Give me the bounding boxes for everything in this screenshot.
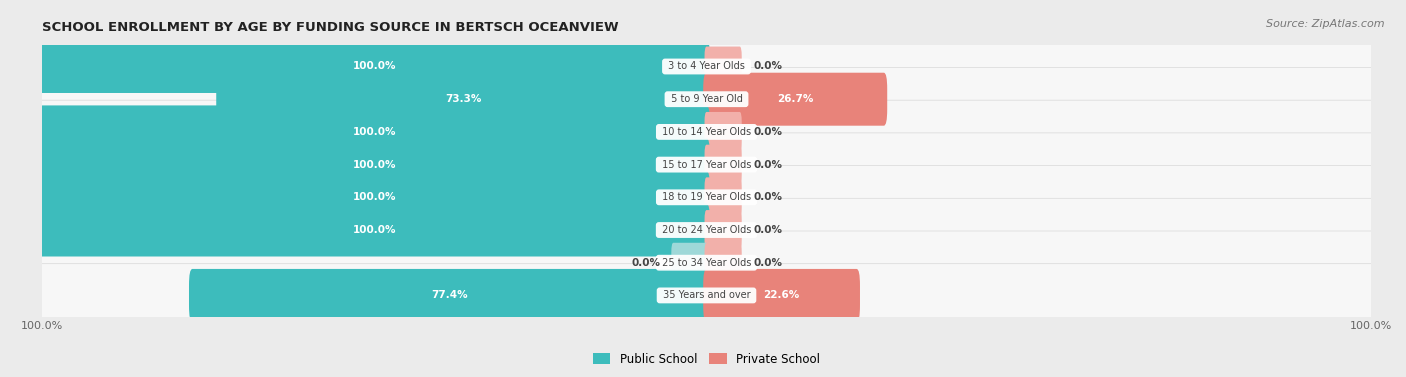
FancyBboxPatch shape xyxy=(39,133,1374,196)
FancyBboxPatch shape xyxy=(39,35,1374,98)
FancyBboxPatch shape xyxy=(39,171,710,224)
Text: 20 to 24 Year Olds: 20 to 24 Year Olds xyxy=(659,225,754,235)
Text: 10 to 14 Year Olds: 10 to 14 Year Olds xyxy=(659,127,754,137)
FancyBboxPatch shape xyxy=(217,73,710,126)
Text: 5 to 9 Year Old: 5 to 9 Year Old xyxy=(668,94,745,104)
FancyBboxPatch shape xyxy=(39,40,710,93)
Text: 26.7%: 26.7% xyxy=(778,94,814,104)
Text: 100.0%: 100.0% xyxy=(353,192,396,202)
FancyBboxPatch shape xyxy=(39,264,1374,327)
Text: 0.0%: 0.0% xyxy=(754,61,782,72)
Legend: Public School, Private School: Public School, Private School xyxy=(588,348,825,371)
Text: Source: ZipAtlas.com: Source: ZipAtlas.com xyxy=(1267,19,1385,29)
Text: 100.0%: 100.0% xyxy=(353,127,396,137)
Text: 18 to 19 Year Olds: 18 to 19 Year Olds xyxy=(659,192,754,202)
FancyBboxPatch shape xyxy=(704,145,742,185)
FancyBboxPatch shape xyxy=(39,204,710,256)
Text: 73.3%: 73.3% xyxy=(444,94,481,104)
FancyBboxPatch shape xyxy=(39,106,710,158)
FancyBboxPatch shape xyxy=(704,112,742,152)
FancyBboxPatch shape xyxy=(39,198,1374,262)
Text: 22.6%: 22.6% xyxy=(763,290,800,300)
FancyBboxPatch shape xyxy=(703,269,860,322)
Text: 35 Years and over: 35 Years and over xyxy=(659,290,754,300)
Text: 0.0%: 0.0% xyxy=(754,127,782,137)
FancyBboxPatch shape xyxy=(703,73,887,126)
Text: 0.0%: 0.0% xyxy=(754,258,782,268)
Text: SCHOOL ENROLLMENT BY AGE BY FUNDING SOURCE IN BERTSCH OCEANVIEW: SCHOOL ENROLLMENT BY AGE BY FUNDING SOUR… xyxy=(42,21,619,34)
Text: 0.0%: 0.0% xyxy=(754,159,782,170)
FancyBboxPatch shape xyxy=(39,67,1374,131)
Text: 100.0%: 100.0% xyxy=(353,159,396,170)
FancyBboxPatch shape xyxy=(671,243,709,283)
Text: 100.0%: 100.0% xyxy=(353,225,396,235)
FancyBboxPatch shape xyxy=(39,100,1374,164)
FancyBboxPatch shape xyxy=(188,269,710,322)
Text: 0.0%: 0.0% xyxy=(754,225,782,235)
Text: 25 to 34 Year Olds: 25 to 34 Year Olds xyxy=(659,258,754,268)
FancyBboxPatch shape xyxy=(39,166,1374,229)
FancyBboxPatch shape xyxy=(704,243,742,283)
FancyBboxPatch shape xyxy=(39,138,710,191)
Text: 3 to 4 Year Olds: 3 to 4 Year Olds xyxy=(665,61,748,72)
Text: 0.0%: 0.0% xyxy=(754,192,782,202)
Text: 77.4%: 77.4% xyxy=(432,290,468,300)
Text: 0.0%: 0.0% xyxy=(631,258,659,268)
FancyBboxPatch shape xyxy=(704,177,742,217)
FancyBboxPatch shape xyxy=(704,210,742,250)
Text: 15 to 17 Year Olds: 15 to 17 Year Olds xyxy=(659,159,754,170)
FancyBboxPatch shape xyxy=(39,231,1374,294)
Text: 100.0%: 100.0% xyxy=(353,61,396,72)
FancyBboxPatch shape xyxy=(704,46,742,86)
